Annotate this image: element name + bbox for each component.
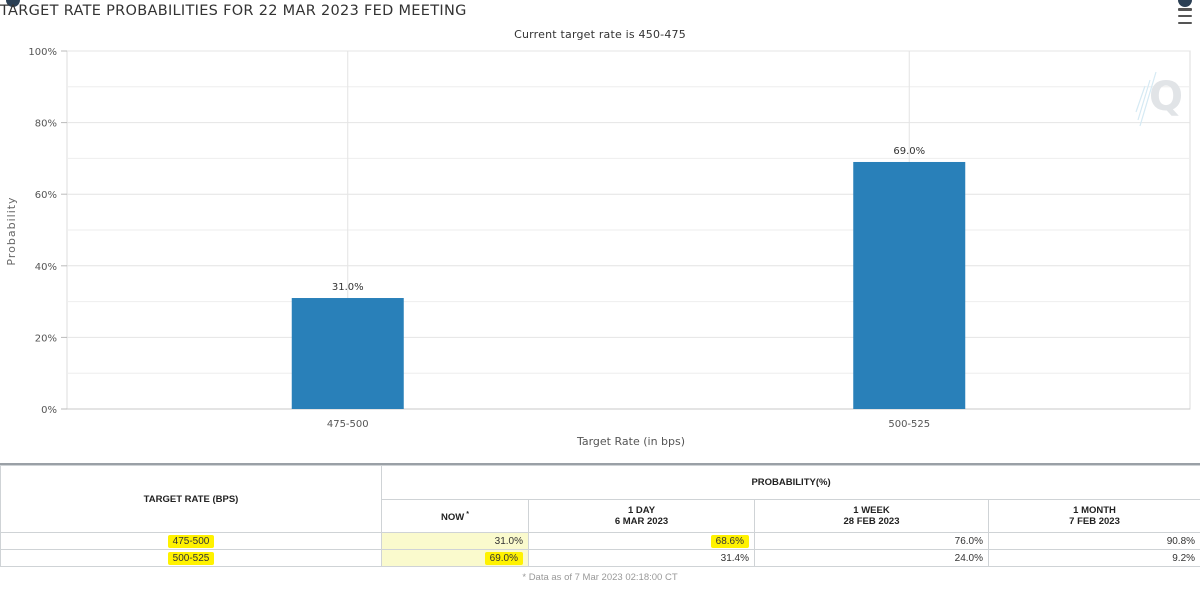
header-now: NOW* (382, 500, 529, 533)
now-cell: 69.0% (382, 550, 529, 567)
header-probability: PROBABILITY(%) (382, 466, 1200, 500)
header-1-week-date: 28 FEB 2023 (844, 516, 900, 527)
month1-value: 9.2% (1172, 553, 1195, 564)
table-row: 500-525 69.0% 31.4% 24.0% 9.2% (1, 550, 1200, 567)
week1-value: 24.0% (955, 553, 983, 564)
x-tick-label: 475-500 (327, 419, 369, 430)
x-tick-label: 500-525 (888, 419, 930, 430)
now-value: 69.0% (485, 552, 523, 565)
day1-cell: 31.4% (529, 550, 755, 567)
header-target-rate: TARGET RATE (BPS) (1, 466, 382, 533)
now-cell: 31.0% (382, 533, 529, 550)
day1-value: 68.6% (711, 535, 749, 548)
rate-cell: 475-500 (1, 533, 382, 550)
bar-data-labels: 31.0% 69.0% (332, 146, 925, 293)
quikstrike-q-logo-icon: Q (1136, 72, 1183, 126)
rate-cell: 500-525 (1, 550, 382, 567)
day1-value: 31.4% (721, 553, 749, 564)
y-tick-label: 20% (35, 333, 57, 344)
x-axis-ticks: 475-500 500-525 (327, 419, 930, 430)
week1-cell: 76.0% (755, 533, 989, 550)
week1-value: 76.0% (955, 536, 983, 547)
header-now-label: NOW (441, 512, 464, 523)
month1-cell: 90.8% (989, 533, 1200, 550)
x-axis-title: Target Rate (in bps) (576, 435, 685, 448)
day1-cell: 68.6% (529, 533, 755, 550)
now-value: 31.0% (495, 536, 523, 547)
month1-cell: 9.2% (989, 550, 1200, 567)
rate-value: 500-525 (168, 552, 215, 565)
chart-bars (292, 162, 966, 409)
header-1-day-label: 1 DAY (628, 505, 655, 516)
y-tick-label: 60% (35, 190, 57, 201)
y-tick-label: 0% (41, 405, 57, 416)
y-tick-label: 100% (28, 47, 57, 58)
header-now-mark: * (466, 511, 469, 518)
y-tick-label: 80% (35, 119, 57, 130)
rate-value: 475-500 (168, 535, 215, 548)
y-tick-label: 40% (35, 262, 57, 273)
header-1-day-date: 6 MAR 2023 (615, 516, 668, 527)
bar-chart: 0% 20% 40% 60% 80% 100% 475-500 500-525 31.0% 6… (0, 0, 1200, 463)
svg-text:Q: Q (1149, 74, 1183, 120)
header-1-month-date: 7 FEB 2023 (1069, 516, 1120, 527)
data-timestamp-footnote: * Data as of 7 Mar 2023 02:18:00 CT (0, 572, 1200, 583)
header-1-week-label: 1 WEEK (853, 505, 889, 516)
bar-475-500[interactable] (292, 298, 404, 409)
probability-table: TARGET RATE (BPS) PROBABILITY(%) NOW* 1 … (0, 465, 1200, 567)
bar-500-525[interactable] (853, 162, 965, 409)
table-row: 475-500 31.0% 68.6% 76.0% 90.8% (1, 533, 1200, 550)
y-axis-title: Probability (5, 196, 18, 265)
bar-data-label: 69.0% (893, 146, 925, 157)
header-1-month-label: 1 MONTH (1073, 505, 1116, 516)
chart-grid (67, 51, 1190, 409)
month1-value: 90.8% (1167, 536, 1195, 547)
probability-table-panel: TARGET RATE (BPS) PROBABILITY(%) NOW* 1 … (0, 463, 1200, 590)
bar-data-label: 31.0% (332, 282, 364, 293)
y-axis-ticks: 0% 20% 40% 60% 80% 100% (28, 47, 67, 416)
week1-cell: 24.0% (755, 550, 989, 567)
